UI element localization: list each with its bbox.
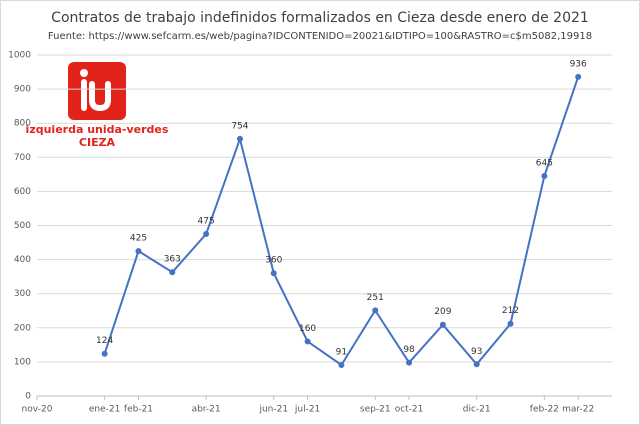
y-tick-label: 600 [14, 187, 31, 197]
x-tick-label: abr-21 [192, 405, 221, 415]
data-point [439, 321, 446, 328]
x-tick-label: sep-21 [360, 405, 391, 415]
data-label: 645 [536, 159, 553, 169]
x-tick-label: nov-20 [22, 405, 53, 415]
logo: izquierda unida-verdes CIEZA [26, 62, 169, 149]
data-label: 160 [299, 324, 316, 334]
y-tick-label: 0 [25, 392, 31, 402]
data-point [507, 320, 514, 327]
logo-text: CIEZA [79, 136, 116, 149]
x-tick-label: mar-22 [562, 405, 594, 415]
logo-text: izquierda unida-verdes [26, 123, 169, 136]
data-label: 425 [130, 234, 147, 244]
data-label: 91 [336, 347, 347, 357]
x-tick-label: jul-21 [294, 405, 320, 415]
y-tick-label: 200 [14, 323, 31, 333]
data-label: 124 [96, 336, 113, 346]
data-label: 936 [570, 59, 587, 69]
x-tick-label: dic-21 [463, 405, 491, 415]
x-tick-label: ene-21 [89, 405, 120, 415]
data-point [135, 248, 142, 255]
data-point [270, 270, 277, 277]
y-tick-label: 900 [14, 85, 31, 95]
data-label: 475 [198, 217, 215, 227]
y-tick-label: 800 [14, 119, 31, 129]
x-tick-label: jun-21 [258, 405, 288, 415]
data-label: 363 [164, 255, 181, 265]
logo-glyph [81, 79, 111, 112]
data-point [338, 361, 345, 368]
data-point [541, 173, 548, 180]
y-tick-label: 100 [14, 357, 31, 367]
data-point [304, 338, 311, 345]
data-point [406, 359, 413, 366]
data-point [575, 73, 582, 80]
data-label: 251 [367, 293, 384, 303]
data-point [169, 269, 176, 276]
y-tick-label: 1000 [8, 51, 31, 61]
x-tick-label: oct-21 [395, 405, 424, 415]
chart-title: Contratos de trabajo indefinidos formali… [51, 10, 589, 26]
data-label: 93 [471, 347, 482, 357]
y-tick-label: 400 [14, 255, 31, 265]
data-label: 754 [231, 121, 248, 131]
logo-dot [80, 69, 88, 77]
data-point [101, 350, 108, 357]
x-tick-label: feb-22 [530, 405, 559, 415]
data-label: 209 [434, 307, 451, 317]
data-label: 212 [502, 306, 519, 316]
y-tick-label: 300 [14, 289, 31, 299]
x-tick-label: feb-21 [124, 405, 153, 415]
logo-square [68, 62, 126, 120]
y-tick-label: 700 [14, 153, 31, 163]
data-point [372, 307, 379, 314]
y-tick-label: 500 [14, 221, 31, 231]
data-point [203, 231, 210, 238]
chart-subtitle: Fuente: https://www.sefcarm.es/web/pagin… [48, 31, 592, 42]
data-label: 360 [265, 256, 282, 266]
data-label: 98 [403, 345, 415, 355]
data-point [236, 135, 243, 142]
data-point [473, 361, 480, 368]
